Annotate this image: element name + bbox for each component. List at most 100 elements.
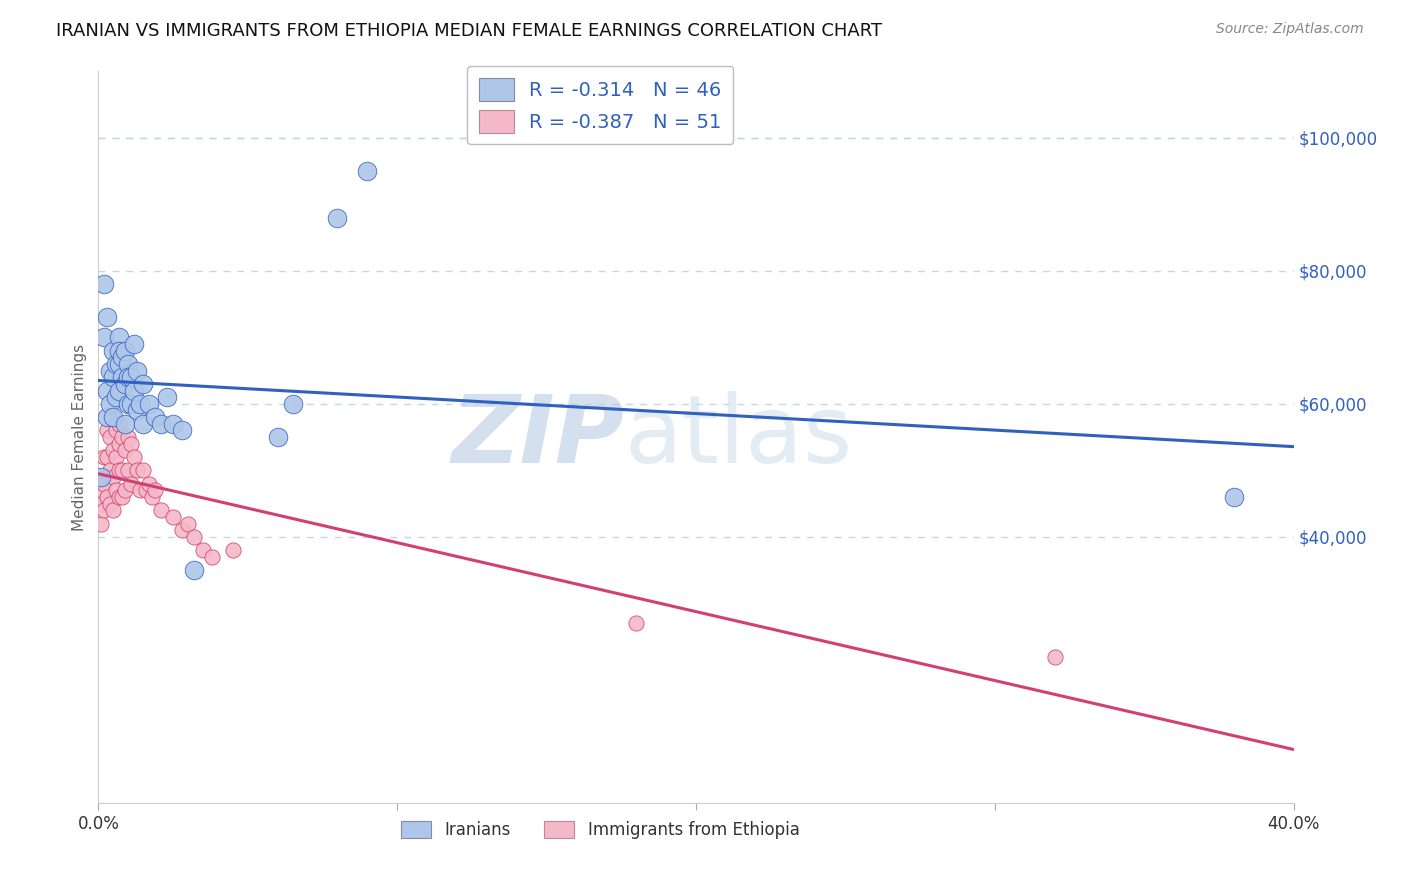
Point [114, 376, 136, 391]
Point [111, 351, 134, 365]
Point [114, 417, 136, 431]
Point [626, 616, 648, 631]
Point [103, 410, 125, 425]
Point [108, 330, 131, 344]
Point [90, 470, 112, 484]
Point [132, 376, 155, 391]
Point [141, 490, 163, 504]
Point [156, 390, 179, 404]
Point [108, 436, 131, 450]
Point [108, 490, 131, 504]
Point [138, 397, 160, 411]
Point [177, 516, 200, 531]
Point [117, 357, 139, 371]
Point [96, 384, 118, 398]
Point [120, 436, 142, 450]
Point [138, 476, 160, 491]
Y-axis label: Median Female Earnings: Median Female Earnings [72, 343, 87, 531]
Point [98, 363, 122, 377]
Point [117, 430, 139, 444]
Point [90, 497, 112, 511]
Point [111, 370, 134, 384]
Point [103, 343, 125, 358]
Text: Source: ZipAtlas.com: Source: ZipAtlas.com [1216, 22, 1364, 37]
Point [111, 430, 134, 444]
Point [105, 483, 128, 498]
Point [172, 523, 194, 537]
Point [132, 463, 155, 477]
Point [127, 403, 149, 417]
Point [111, 463, 134, 477]
Point [117, 370, 139, 384]
Text: atlas: atlas [624, 391, 852, 483]
Point [162, 509, 184, 524]
Point [120, 370, 142, 384]
Point [183, 530, 205, 544]
Point [129, 483, 152, 498]
Point [105, 450, 128, 464]
Point [103, 370, 125, 384]
Point [183, 563, 205, 577]
Point [135, 483, 157, 498]
Point [267, 430, 290, 444]
Point [120, 476, 142, 491]
Point [191, 543, 214, 558]
Point [108, 417, 131, 431]
Point [96, 490, 118, 504]
Point [96, 310, 118, 325]
Point [114, 343, 136, 358]
Point [93, 450, 115, 464]
Point [356, 164, 378, 178]
Legend: Iranians, Immigrants from Ethiopia: Iranians, Immigrants from Ethiopia [395, 814, 806, 846]
Text: IRANIAN VS IMMIGRANTS FROM ETHIOPIA MEDIAN FEMALE EARNINGS CORRELATION CHART: IRANIAN VS IMMIGRANTS FROM ETHIOPIA MEDI… [56, 22, 883, 40]
Point [162, 417, 184, 431]
Point [172, 424, 194, 438]
Point [124, 337, 146, 351]
Point [98, 497, 122, 511]
Point [111, 490, 134, 504]
Point [105, 390, 128, 404]
Point [143, 483, 166, 498]
Point [93, 476, 115, 491]
Point [93, 330, 115, 344]
Point [1223, 490, 1246, 504]
Point [201, 549, 224, 564]
Point [129, 397, 152, 411]
Point [281, 397, 304, 411]
Point [108, 463, 131, 477]
Point [127, 363, 149, 377]
Point [124, 450, 146, 464]
Point [96, 450, 118, 464]
Point [93, 503, 115, 517]
Point [105, 357, 128, 371]
Point [90, 516, 112, 531]
Point [108, 343, 131, 358]
Point [132, 417, 155, 431]
Point [103, 503, 125, 517]
Point [222, 543, 245, 558]
Point [150, 503, 173, 517]
Point [1043, 649, 1066, 664]
Point [108, 357, 131, 371]
Point [124, 384, 146, 398]
Point [117, 463, 139, 477]
Point [98, 430, 122, 444]
Point [117, 397, 139, 411]
Point [114, 483, 136, 498]
Point [127, 463, 149, 477]
Point [105, 424, 128, 438]
Point [326, 211, 349, 225]
Point [90, 470, 112, 484]
Point [98, 463, 122, 477]
Point [103, 410, 125, 425]
Point [108, 384, 131, 398]
Point [150, 417, 173, 431]
Point [103, 443, 125, 458]
Point [98, 397, 122, 411]
Point [96, 424, 118, 438]
Text: ZIP: ZIP [451, 391, 624, 483]
Point [90, 483, 112, 498]
Point [103, 470, 125, 484]
Point [143, 410, 166, 425]
Point [120, 397, 142, 411]
